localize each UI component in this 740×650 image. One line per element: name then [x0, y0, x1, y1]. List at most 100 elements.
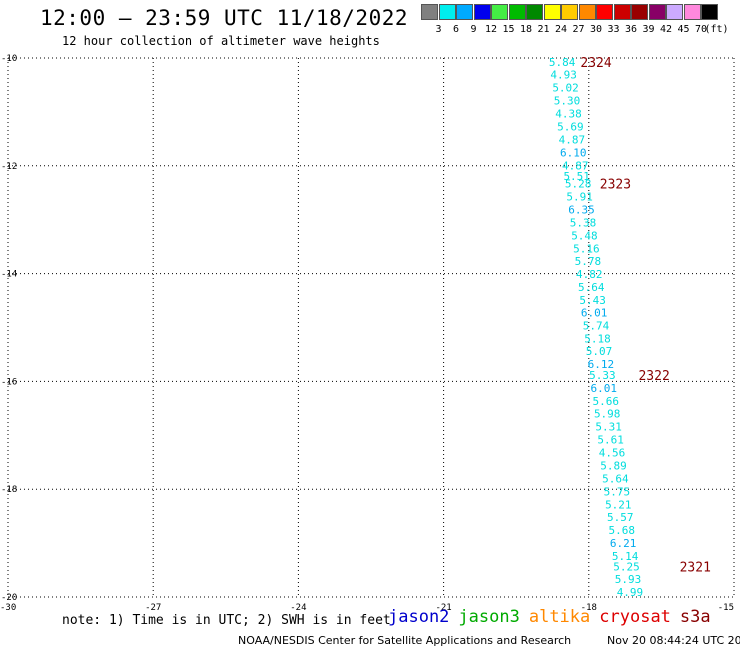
wave-height-label: 5.75: [604, 485, 631, 498]
wave-height-label: 4.87: [559, 133, 586, 146]
scale-unit-label: (ft): [704, 24, 729, 35]
x-tick-label: -21: [435, 603, 451, 613]
scale-label: 70: [694, 24, 708, 35]
wave-height-label: 5.91: [566, 191, 593, 204]
wave-height-label: 5.16: [573, 242, 600, 255]
y-tick-label: -12: [1, 162, 17, 172]
wave-height-label: 5.51: [563, 170, 590, 183]
satellite-cryosat: cryosat: [599, 607, 671, 627]
scale-swatch-33: [596, 4, 613, 20]
scale-label: 33: [607, 24, 620, 35]
scale-swatch-max: [701, 4, 718, 20]
page-subtitle: 12 hour collection of altimeter wave hei…: [62, 34, 380, 48]
page-title: 12:00 — 23:59 UTC 11/18/2022: [40, 6, 409, 30]
wave-height-label: 5.14: [612, 550, 639, 563]
y-tick-label: -10: [1, 54, 17, 64]
wave-height-label: 5.30: [554, 95, 581, 108]
x-tick-label: -30: [0, 603, 16, 613]
wave-height-label: 4.56: [599, 447, 626, 460]
wave-height-label: 5.43: [579, 294, 606, 307]
wave-height-label: 5.02: [552, 82, 579, 95]
pass-time-label: 2323: [600, 178, 631, 193]
scale-label: 39: [642, 24, 655, 35]
scale-swatch-9: [456, 4, 473, 20]
wave-height-label: 6.01: [581, 306, 608, 319]
wave-height-label: 5.64: [578, 281, 605, 294]
wave-height-label: 5.18: [584, 332, 611, 345]
scale-swatch-30: [578, 4, 596, 20]
pass-time-label: 2322: [638, 369, 669, 384]
wave-height-label: 5.48: [571, 229, 598, 242]
y-tick-label: -18: [1, 485, 17, 495]
wave-height-label: 5.31: [595, 421, 622, 434]
scale-swatch-15: [491, 4, 508, 20]
x-tick-label: -18: [581, 603, 597, 613]
wave-height-label: 5.61: [597, 434, 624, 447]
wave-height-label: 5.74: [583, 319, 610, 332]
scale-swatch-27: [561, 4, 578, 20]
wave-height-label: 4.87: [562, 159, 589, 172]
wave-height-label: 5.21: [605, 498, 632, 511]
scale-swatch-21: [526, 4, 543, 20]
satellite-altika: altika: [528, 607, 591, 627]
wave-height-label: 6.01: [591, 382, 618, 395]
wave-height-label: 5.69: [557, 120, 584, 133]
satellite-s3a: s3a: [679, 607, 711, 627]
y-tick-label: -14: [1, 270, 17, 280]
wave-height-label: 4.82: [576, 268, 603, 281]
wave-height-label: 6.12: [588, 358, 615, 371]
scale-swatch-45: [666, 4, 683, 20]
scale-label: 18: [519, 24, 533, 35]
scale-swatch-12: [473, 4, 491, 20]
wave-height-label: 5.93: [615, 573, 642, 586]
scale-label: 45: [677, 24, 690, 35]
scale-swatch-18: [508, 4, 526, 20]
scale-swatch-39: [631, 4, 648, 20]
scale-label: 30: [589, 24, 603, 35]
wave-height-label: 5.64: [602, 472, 629, 485]
x-tick-label: -27: [145, 603, 161, 613]
scale-label: 24: [554, 24, 568, 35]
wave-height-label: 5.98: [594, 408, 621, 421]
satellite-jason3: jason3: [458, 607, 520, 627]
wave-height-label: 4.38: [555, 108, 582, 121]
y-tick-label: -20: [1, 593, 17, 603]
scale-swatch-6: [438, 4, 456, 20]
scale-swatch-42: [648, 4, 666, 20]
scale-label: 21: [537, 24, 550, 35]
pass-time-label: 2321: [680, 560, 711, 575]
wave-height-label: 5.33: [589, 369, 616, 382]
wave-height-label: 6.35: [568, 203, 595, 216]
generated-timestamp: Nov 20 08:44:24 UTC 2022: [607, 634, 740, 647]
y-tick-label: -16: [1, 377, 17, 387]
scale-swatch-24: [543, 4, 561, 20]
wave-height-label: 5.84: [549, 56, 576, 69]
wave-height-label: 5.38: [570, 216, 597, 229]
satellite-jason2: jason2: [388, 607, 450, 627]
wave-height-label: 5.28: [565, 178, 592, 191]
scale-label: 15: [502, 24, 515, 35]
satellite-legend: jason2 jason3 altika cryosat s3a: [388, 607, 720, 627]
wave-height-label: 4.93: [550, 69, 577, 82]
wave-height-label: 5.25: [613, 560, 640, 573]
scale-label: 9: [470, 24, 477, 35]
wave-height-label: 5.66: [592, 395, 619, 408]
scale-swatch-70: [683, 4, 701, 20]
scale-label: 36: [624, 24, 638, 35]
credit-text: NOAA/NESDIS Center for Satellite Applica…: [238, 634, 572, 647]
wave-height-label: 5.89: [600, 459, 627, 472]
wave-height-label: 6.10: [560, 146, 587, 159]
footer-note: note: 1) Time is in UTC; 2) SWH is in fe…: [62, 613, 391, 628]
pass-time-label: 2324: [580, 56, 611, 71]
x-tick-label: -15: [718, 603, 734, 613]
x-tick-label: -24: [290, 603, 306, 613]
scale-label: 12: [484, 24, 498, 35]
scale-label: 27: [572, 24, 585, 35]
scale-swatch-3: [421, 4, 438, 20]
scale-label: 42: [659, 24, 673, 35]
wave-height-label: 5.07: [586, 345, 613, 358]
wave-height-label: 4.99: [617, 586, 644, 599]
wave-height-label: 6.21: [610, 537, 637, 550]
scale-label: 6: [452, 24, 460, 35]
